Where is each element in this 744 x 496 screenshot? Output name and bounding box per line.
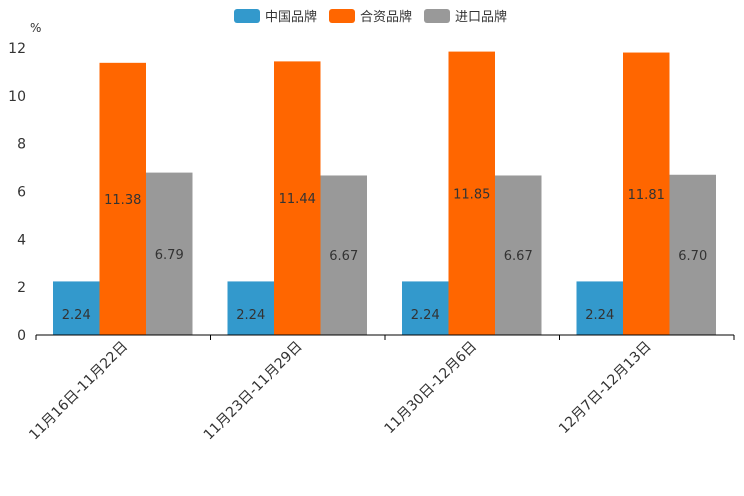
data-label-1-3: 11.81 bbox=[628, 188, 665, 203]
legend-item-imported[interactable]: 进口品牌 bbox=[424, 6, 507, 25]
legend-swatch-domestic bbox=[234, 8, 260, 23]
y-tick-label-2: 2 bbox=[17, 280, 26, 296]
data-label-2-3: 6.70 bbox=[678, 249, 707, 264]
x-tick-label-1: 11月23日-11月29日 bbox=[201, 339, 306, 444]
y-tick-label-12: 12 bbox=[8, 41, 26, 57]
legend-item-domestic[interactable]: 中国品牌 bbox=[234, 6, 317, 25]
chart-legend: 中国品牌 合资品牌 进口品牌 bbox=[234, 6, 507, 25]
y-tick-label-10: 10 bbox=[8, 89, 26, 105]
data-label-1-2: 11.85 bbox=[453, 187, 490, 202]
data-label-1-1: 11.44 bbox=[279, 192, 316, 207]
bar-2-3 bbox=[669, 174, 716, 335]
data-label-0-0: 2.24 bbox=[62, 308, 91, 323]
x-tick-label-3: 12月7日-12月13日 bbox=[556, 339, 655, 438]
y-tick-label-8: 8 bbox=[17, 137, 26, 153]
legend-item-joint-venture[interactable]: 合资品牌 bbox=[329, 6, 412, 25]
bar-1-0 bbox=[99, 62, 146, 335]
legend-label-imported: 进口品牌 bbox=[455, 10, 508, 25]
data-label-0-3: 2.24 bbox=[585, 308, 614, 323]
data-label-1-0: 11.38 bbox=[104, 193, 141, 208]
data-label-2-2: 6.67 bbox=[504, 249, 533, 264]
legend-label-joint-venture: 合资品牌 bbox=[360, 10, 413, 25]
bar-0-1 bbox=[227, 281, 274, 335]
bar-2-0 bbox=[146, 172, 193, 335]
y-axis-unit: % bbox=[30, 21, 42, 35]
bar-1-2 bbox=[448, 51, 495, 336]
bar-2-2 bbox=[495, 175, 542, 335]
legend-label-domestic: 中国品牌 bbox=[265, 10, 318, 25]
bar-1-1 bbox=[274, 61, 321, 335]
bar-0-3 bbox=[576, 281, 623, 335]
data-label-0-2: 2.24 bbox=[411, 308, 440, 323]
data-label-0-1: 2.24 bbox=[236, 308, 265, 323]
bar-0-0 bbox=[53, 281, 100, 335]
bar-2-1 bbox=[320, 175, 367, 335]
y-tick-label-4: 4 bbox=[17, 232, 26, 248]
x-tick-label-0: 11月16日-11月22日 bbox=[26, 339, 131, 444]
bar-0-2 bbox=[402, 281, 449, 335]
y-tick-label-0: 0 bbox=[17, 328, 26, 344]
data-label-2-0: 6.79 bbox=[155, 248, 184, 263]
legend-swatch-imported bbox=[424, 8, 451, 23]
bar-1-3 bbox=[623, 52, 670, 336]
legend-swatch-joint-venture bbox=[329, 8, 356, 23]
data-label-2-1: 6.67 bbox=[329, 249, 358, 264]
x-tick-label-2: 11月30日-12月6日 bbox=[382, 339, 481, 438]
y-tick-label-6: 6 bbox=[17, 185, 26, 201]
